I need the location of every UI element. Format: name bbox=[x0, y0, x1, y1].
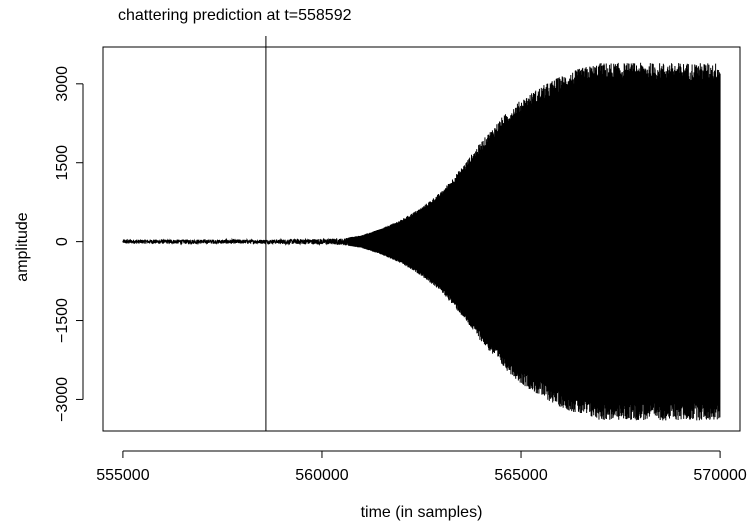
y-tick-label: 3000 bbox=[54, 66, 71, 102]
x-tick-label: 560000 bbox=[295, 467, 348, 484]
signal-series bbox=[122, 62, 721, 421]
y-tick-label: 1500 bbox=[54, 145, 71, 181]
plot-frame bbox=[102, 46, 741, 432]
y-axis-label: amplitude bbox=[14, 212, 31, 281]
y-tick-label: 0 bbox=[54, 237, 71, 246]
x-axis: 555000 560000 565000 570000 bbox=[96, 450, 747, 484]
signal-line bbox=[122, 62, 721, 421]
x-tick-label: 565000 bbox=[494, 467, 547, 484]
y-axis: −3000 −1500 0 1500 3000 bbox=[54, 66, 84, 422]
x-tick-label: 570000 bbox=[693, 467, 746, 484]
x-axis-label: time (in samples) bbox=[361, 504, 483, 521]
y-tick-label: −3000 bbox=[54, 377, 71, 422]
chart-annotation: chattering prediction at t=558592 bbox=[118, 7, 352, 24]
y-tick-label: −1500 bbox=[54, 298, 71, 343]
x-tick-label: 555000 bbox=[96, 467, 149, 484]
